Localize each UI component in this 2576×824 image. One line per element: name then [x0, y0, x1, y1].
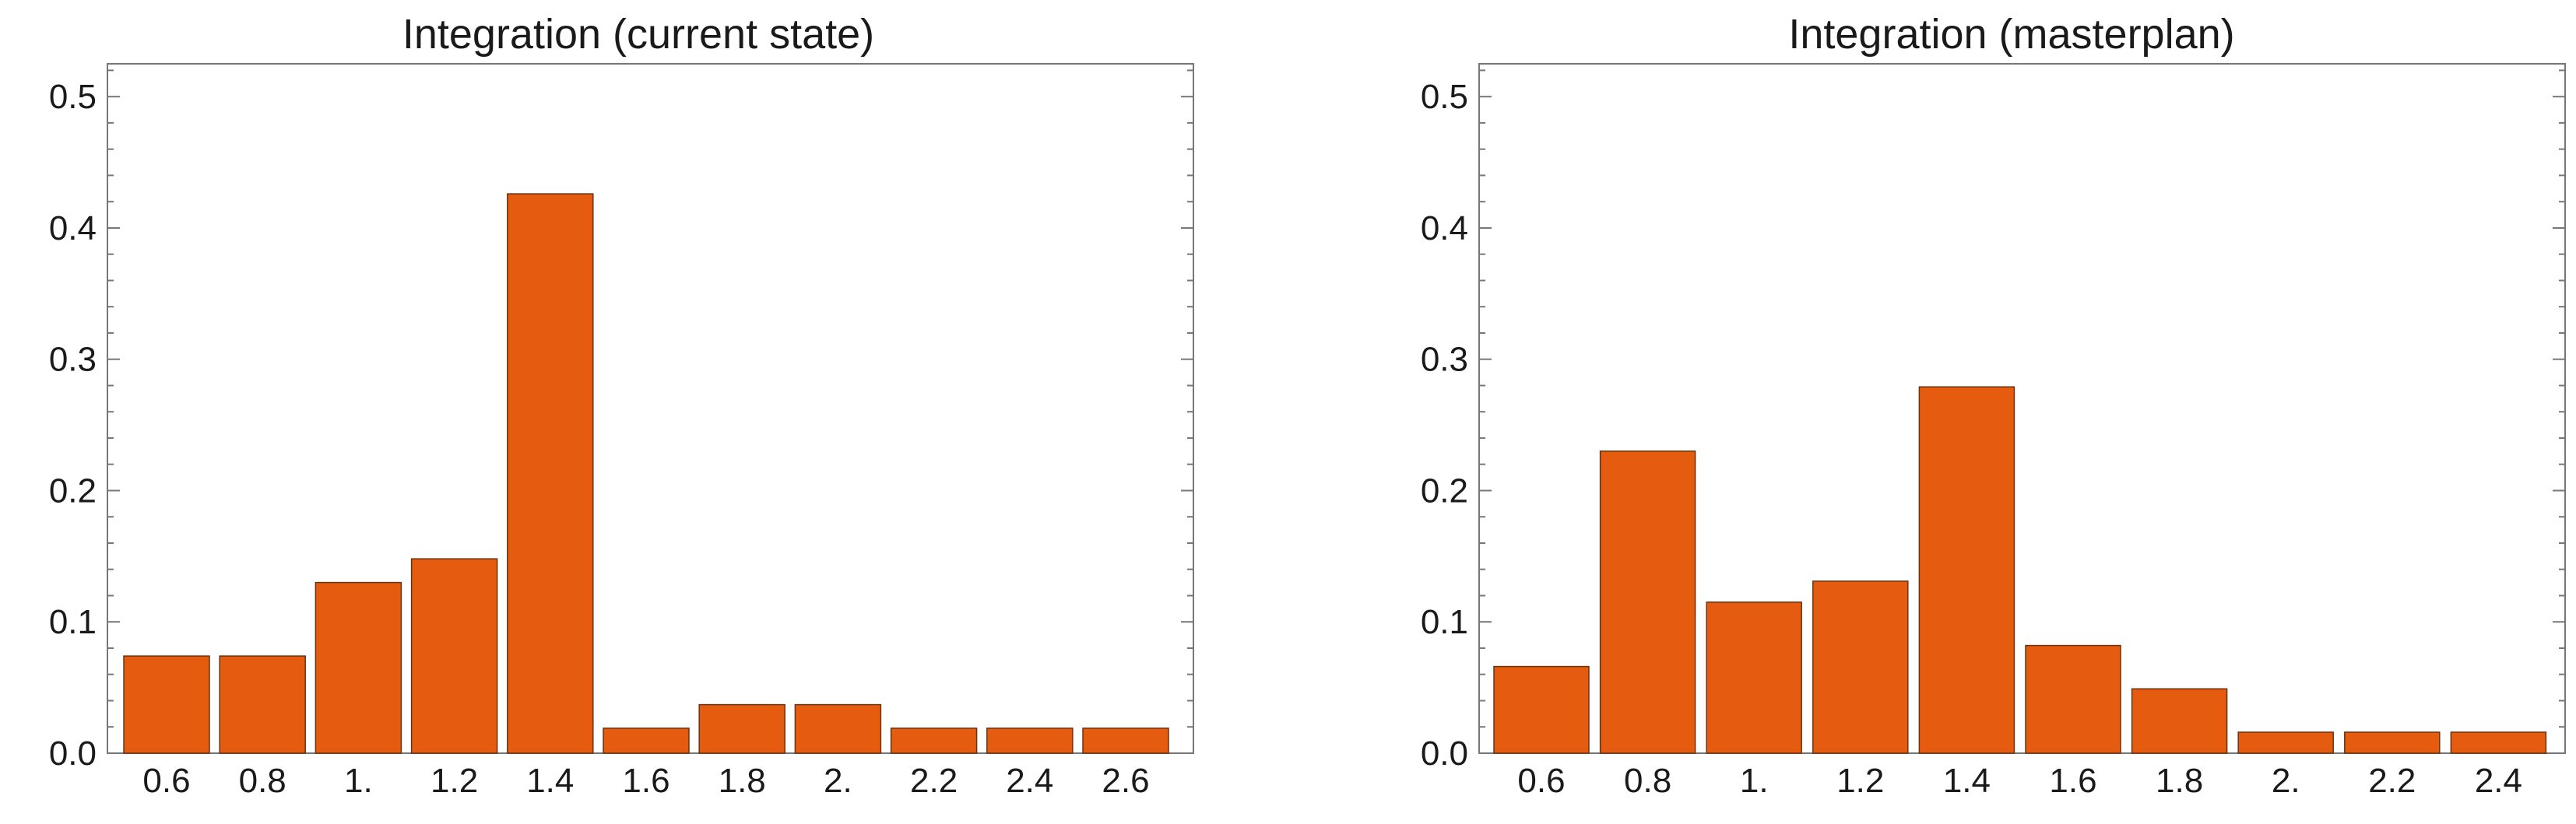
x-tick-label: 2.: [2272, 762, 2300, 800]
y-tick-label: 0.0: [49, 735, 97, 773]
y-axis: 0.0 0.1 0.2 0.3 0.4 0.5: [1421, 69, 2565, 773]
x-tick-label: 1.4: [526, 762, 574, 800]
chart-panel-current-state: Integration (current state) 0.0 0.1 0.2 0.3…: [49, 11, 1194, 800]
bar-1.6: [2025, 644, 2121, 754]
x-tick-label: 1.: [1740, 762, 1769, 800]
y-tick-label: 0.1: [1421, 603, 1468, 641]
bar-2.4: [2450, 731, 2547, 754]
x-tick-label: 2.2: [2368, 762, 2416, 800]
y-tick-label: 0.2: [49, 472, 97, 510]
y-tick-label: 0.2: [1421, 472, 1468, 510]
x-tick-label: 1.8: [2156, 762, 2203, 800]
bar-2.2: [890, 728, 978, 754]
x-tick-label: 0.8: [1624, 762, 1671, 800]
bar-1.8: [2131, 688, 2228, 754]
bar-1.2: [410, 558, 498, 754]
bar-1.: [315, 581, 402, 754]
bar-2.6: [1082, 728, 1169, 754]
x-tick-label: 2.4: [1006, 762, 1053, 800]
y-tick-label: 0.0: [1421, 735, 1468, 773]
chart-title: Integration (masterplan): [1788, 11, 2234, 58]
x-tick-label: 1.2: [1836, 762, 1884, 800]
bar-2.: [794, 703, 882, 754]
x-tick-label: 2.4: [2475, 762, 2522, 800]
y-tick-label: 0.4: [49, 209, 97, 247]
bar-2.4: [986, 728, 1074, 754]
x-tick-label: 1.6: [2049, 762, 2096, 800]
x-tick-label: 1.4: [1943, 762, 1991, 800]
bar-1.4: [1918, 386, 2015, 754]
y-tick-label: 0.5: [1421, 78, 1468, 116]
x-tick-label: 1.8: [719, 762, 766, 800]
x-tick-label: 1.2: [431, 762, 478, 800]
bar-1.2: [1812, 580, 1909, 754]
x-tick-label: 2.: [824, 762, 852, 800]
y-tick-label: 0.1: [49, 603, 97, 641]
bar-group: [123, 193, 1169, 754]
x-tick-label: 0.8: [239, 762, 286, 800]
y-axis: 0.0 0.1 0.2 0.3 0.4 0.5: [49, 69, 1193, 773]
plot-frame: [107, 63, 1194, 754]
bar-0.6: [123, 655, 210, 754]
bar-0.6: [1493, 665, 1590, 754]
x-tick-label: 2.6: [1102, 762, 1149, 800]
y-tick-label: 0.3: [1421, 341, 1468, 379]
bar-1.: [1706, 601, 1802, 754]
bar-2.2: [2344, 731, 2441, 754]
x-axis: 0.6 0.8 1. 1.2 1.4 1.6 1.8 2. 2.2 2.4: [1517, 762, 2522, 800]
y-tick-label: 0.3: [49, 341, 97, 379]
x-tick-label: 0.6: [142, 762, 190, 800]
plot-frame: [1478, 63, 2566, 754]
x-tick-label: 0.6: [1517, 762, 1565, 800]
x-tick-label: 1.: [344, 762, 373, 800]
bar-0.8: [219, 655, 306, 754]
x-axis: 0.6 0.8 1. 1.2 1.4 1.6 1.8 2. 2.2 2.4 2.6: [142, 762, 1149, 800]
y-tick-label: 0.5: [49, 78, 97, 116]
x-tick-label: 1.6: [622, 762, 669, 800]
y-tick-label: 0.4: [1421, 209, 1468, 247]
bar-group: [1493, 386, 2547, 754]
chart-title: Integration (current state): [402, 11, 874, 58]
chart-panel-masterplan: Integration (masterplan) 0.0 0.1 0.2 0.3 0.4…: [1421, 11, 2566, 800]
bar-1.8: [698, 703, 785, 754]
bar-2.: [2237, 731, 2334, 754]
bar-0.8: [1599, 451, 1696, 754]
x-tick-label: 2.2: [910, 762, 958, 800]
bar-1.4: [507, 193, 594, 754]
bar-1.6: [603, 728, 690, 754]
